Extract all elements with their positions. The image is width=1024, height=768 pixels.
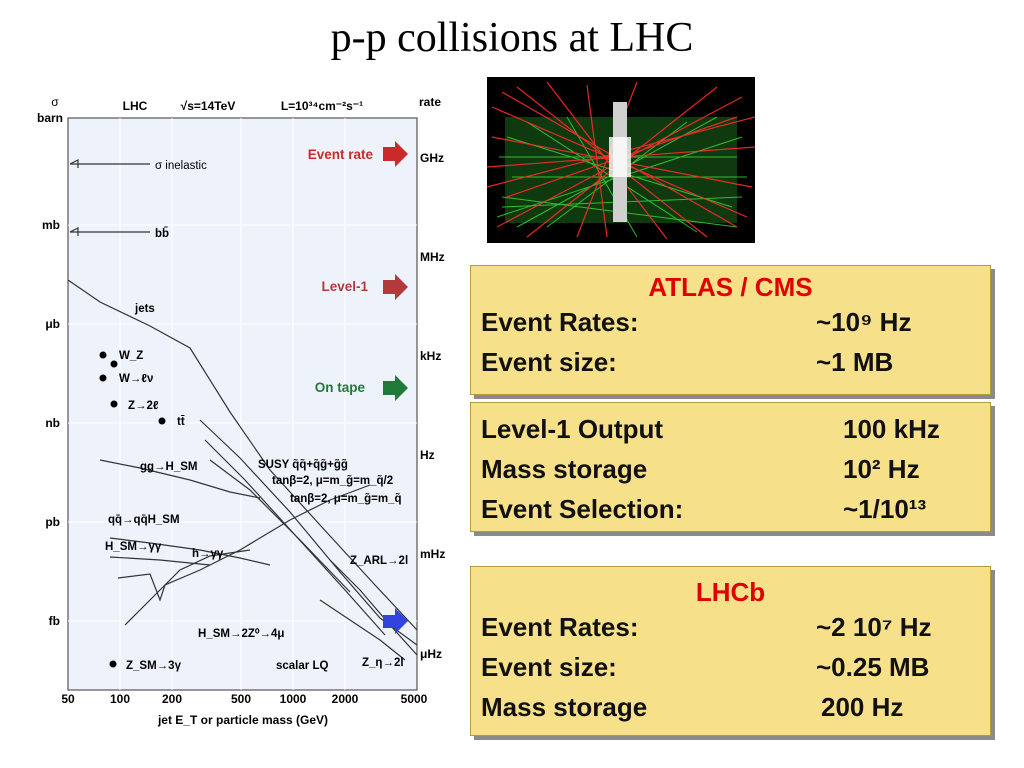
event-rate-label: Event rate: [308, 147, 374, 162]
energy-label: √s=14TeV: [181, 99, 236, 113]
level1-output-label: Level-1 Output: [481, 414, 664, 444]
rate-label: rate: [419, 95, 441, 109]
tick-mb: mb: [42, 218, 60, 232]
tick-mhz: MHz: [420, 250, 445, 264]
lhc-label: LHC: [123, 99, 148, 113]
label-z-sm: Z_SM→3γ: [126, 660, 182, 672]
right-axis: GHz MHz kHz Hz mHz μHz: [420, 151, 445, 661]
tick-fb: fb: [49, 614, 60, 628]
label-qq-h: qq̄→qq̄H_SM: [108, 514, 180, 526]
label-h-gg: h→γγ: [192, 548, 224, 560]
grid: [68, 118, 417, 690]
lhcb-event-size-value: ~0.25 MB: [816, 652, 930, 682]
label-hsm-gg: H_SM→γγ: [105, 541, 162, 553]
on-tape-label: On tape: [315, 380, 366, 395]
label-sigma-inelastic: σ inelastic: [155, 160, 207, 172]
lhcb-event-size-row: Event size: ~0.25 MB: [471, 647, 990, 687]
mass-storage-label: Mass storage: [481, 454, 648, 484]
x-tick-100: 100: [110, 692, 130, 706]
x-tick-2000: 2000: [332, 692, 359, 706]
lhcb-event-rate-label: Event Rates:: [481, 612, 639, 642]
tick-millihz: mHz: [420, 547, 445, 561]
label-jets: jets: [134, 303, 155, 315]
lhcb-event-rate-value: ~2 10⁷ Hz: [816, 612, 932, 642]
plot-frame: [67, 117, 418, 691]
tick-microhz: μHz: [420, 647, 442, 661]
tick-nb: nb: [45, 416, 60, 430]
process-dots: [99, 351, 166, 668]
label-h-4mu: H_SM→2Z⁰→4μ: [198, 627, 284, 640]
on-tape-arrow-icon: [383, 375, 408, 401]
x-axis: 50 100 200 500 1000 2000 5000 jet E_T or…: [61, 692, 427, 727]
label-z-arl: Z_ARL→2l: [350, 555, 408, 567]
event-rate-arrow-icon: [383, 141, 408, 167]
tick-hz: Hz: [420, 448, 435, 462]
atlas-event-size-value: ~1 MB: [816, 347, 894, 377]
trigger-box: Level-1 Output 100 kHz Mass storage 10² …: [470, 402, 991, 532]
mass-storage-row: Mass storage 10² Hz: [471, 449, 990, 489]
barn-label: barn: [37, 111, 63, 125]
label-wz: W_Z: [119, 350, 143, 362]
event-selection-value: ~1/10¹³: [843, 494, 927, 524]
level1-output-value: 100 kHz: [843, 414, 940, 444]
process-labels: σ inelastic bb̄ jets W_Z W→ℓν Z→2ℓ tt̄ g…: [105, 160, 408, 672]
atlas-event-rate-value: ~10⁹ Hz: [816, 307, 912, 337]
atlas-event-rate-label: Event Rates:: [481, 307, 639, 337]
lhcb-event-rate-row: Event Rates: ~2 10⁷ Hz: [471, 607, 990, 647]
sigma-label: σ: [51, 95, 59, 109]
tick-khz: kHz: [420, 349, 441, 363]
label-bb: bb̄: [155, 228, 169, 240]
atlas-event-size-label: Event size:: [481, 347, 617, 377]
lhcb-header: LHCb: [695, 577, 766, 607]
detector-event-display: [487, 77, 755, 243]
x-tick-1000: 1000: [280, 692, 307, 706]
x-tick-5000: 5000: [401, 692, 428, 706]
level1-label: Level-1: [321, 279, 368, 294]
mass-storage-value: 10² Hz: [843, 454, 920, 484]
bottom-rate-arrow-icon: [383, 608, 408, 634]
atlas-cms-box: ATLAS / CMS Event Rates: ~10⁹ Hz Event s…: [470, 265, 991, 395]
x-tick-500: 500: [231, 692, 251, 706]
slide-title: p-p collisions at LHC: [330, 15, 694, 61]
label-tanb-2: tanβ=2, μ=m_g̃=m_q̃: [290, 493, 402, 505]
lhcb-mass-storage-value: 200 Hz: [821, 692, 904, 722]
x-tick-200: 200: [162, 692, 182, 706]
tick-ghz: GHz: [420, 151, 444, 165]
lhcb-box: LHCb Event Rates: ~2 10⁷ Hz Event size: …: [470, 566, 991, 736]
left-axis: mb μb nb pb fb: [42, 218, 60, 628]
lhcb-event-size-label: Event size:: [481, 652, 617, 682]
atlas-cms-header: ATLAS / CMS: [648, 272, 813, 302]
rate-arrows: Event rate Level-1 On tape: [308, 141, 408, 634]
lhcb-mass-storage-row: Mass storage 200 Hz: [471, 687, 990, 727]
label-z2l: Z→2ℓ: [128, 400, 159, 412]
label-wlv: W→ℓν: [119, 373, 153, 385]
event-selection-label: Event Selection:: [481, 494, 684, 524]
event-display-image: [487, 77, 755, 243]
tick-ub: μb: [45, 317, 60, 331]
cross-section-plot: σ barn LHC √s=14TeV L=10³⁴cm⁻²s⁻¹ rate m…: [37, 95, 445, 727]
label-tt: tt̄: [177, 416, 185, 428]
lhcb-mass-storage-label: Mass storage: [481, 692, 648, 722]
luminosity-label: L=10³⁴cm⁻²s⁻¹: [281, 99, 363, 113]
atlas-event-rate-row: Event Rates: ~10⁹ Hz: [471, 302, 990, 342]
atlas-event-size-row: Event size: ~1 MB: [471, 342, 990, 382]
label-scalar-lq: scalar LQ: [276, 660, 328, 672]
label-tanb-1: tanβ=2, μ=m_g̃=m_q̃/2: [272, 475, 393, 487]
label-z-eta: Z_η→2l: [362, 657, 404, 669]
x-axis-label: jet E_T or particle mass (GeV): [157, 713, 328, 727]
event-selection-row: Event Selection: ~1/10¹³: [471, 489, 990, 529]
x-tick-50: 50: [61, 692, 75, 706]
label-gg-h: gg→H_SM: [140, 461, 198, 473]
tick-pb: pb: [45, 515, 60, 529]
level1-arrow-icon: [383, 274, 408, 300]
label-susy: SUSY q̃q̃+q̃g̃+g̃g̃: [258, 459, 348, 471]
level1-output-row: Level-1 Output 100 kHz: [471, 409, 990, 449]
